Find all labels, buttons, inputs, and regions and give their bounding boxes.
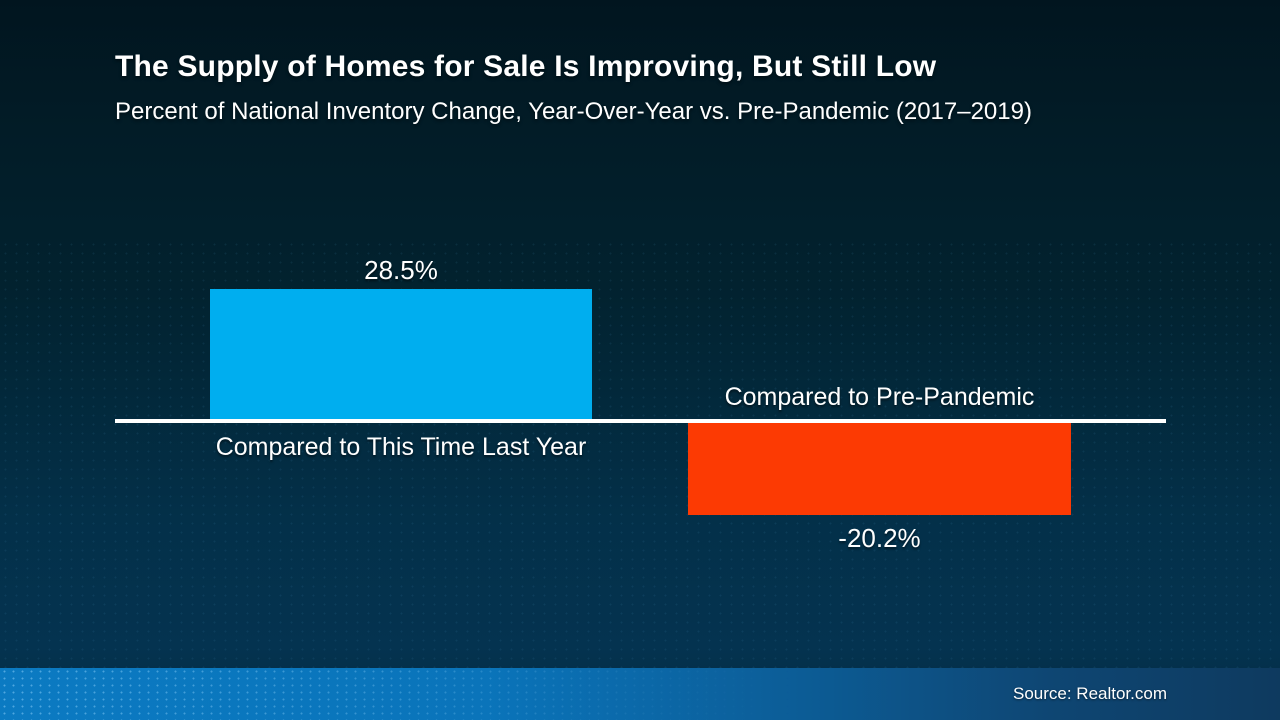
category-label-positive: Compared to This Time Last Year [215,433,587,461]
bar-positive [210,289,592,419]
page-subtitle: Percent of National Inventory Change, Ye… [115,98,1032,125]
footer-band: Source: Realtor.com [0,668,1280,720]
value-label-positive: 28.5% [364,255,438,285]
page-title: The Supply of Homes for Sale Is Improvin… [115,50,937,83]
footer-dot-texture [0,668,1280,720]
bar-negative [688,423,1071,515]
category-label-negative: Compared to Pre-Pandemic [724,383,1035,411]
axis-baseline [115,419,1166,423]
value-label-negative: -20.2% [838,523,921,553]
source-label: Source: Realtor.com [1012,684,1167,703]
